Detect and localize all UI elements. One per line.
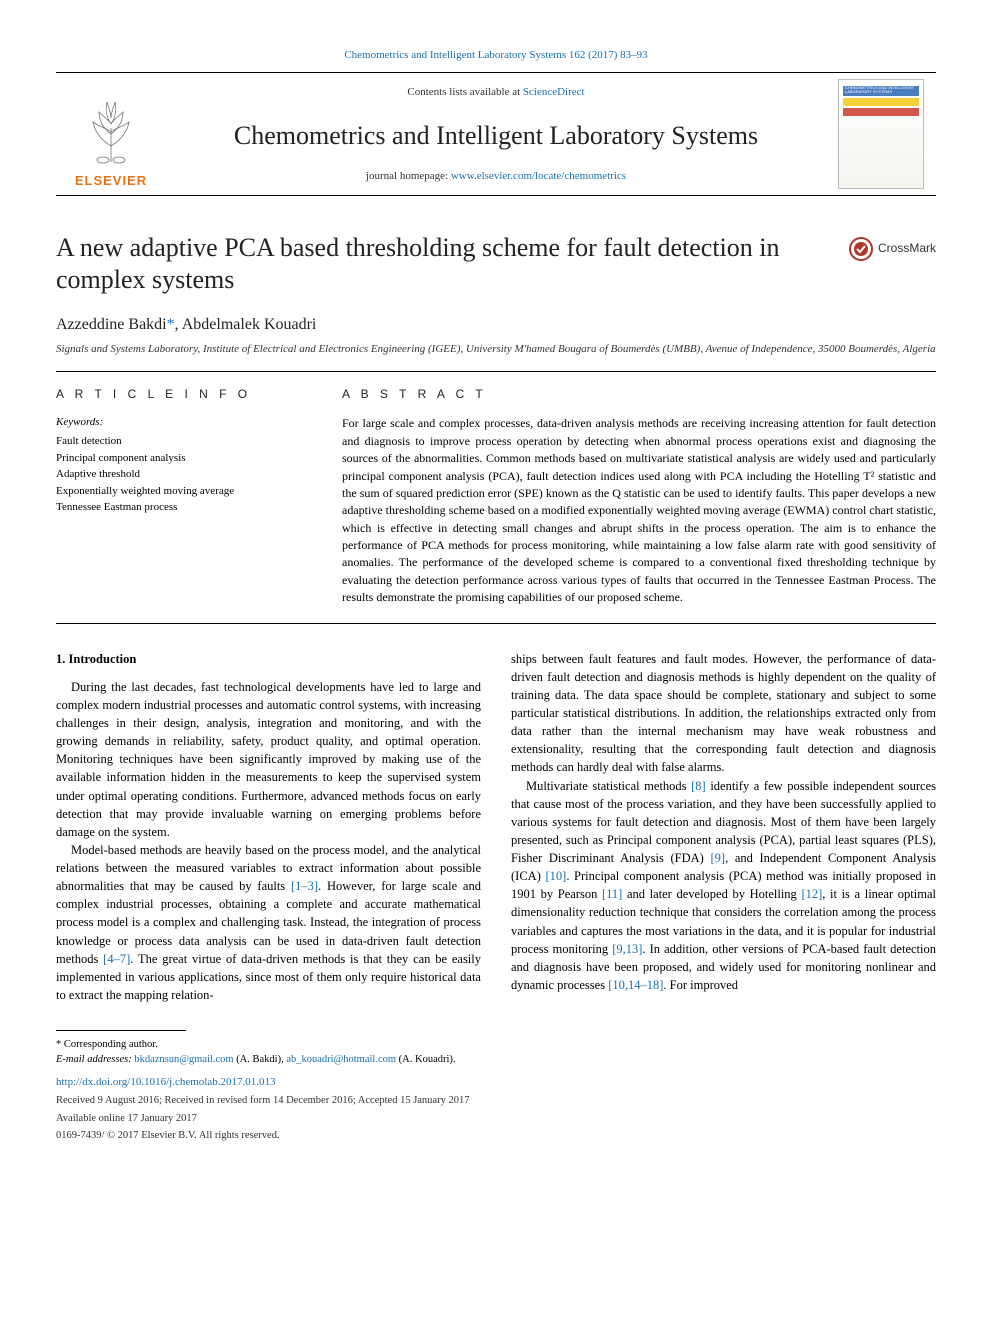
journal-title: Chemometrics and Intelligent Laboratory … [174, 117, 818, 155]
body-col-right: ships between fault features and fault m… [511, 650, 936, 1004]
keyword: Exponentially weighted moving average [56, 483, 306, 500]
email-label: E-mail addresses: [56, 1054, 134, 1065]
crossmark-label: CrossMark [878, 240, 936, 257]
email-link[interactable]: bkdaznsun@gmail.com [134, 1054, 233, 1065]
cover-text: CHEMOMETRICS AND INTELLIGENT LABORATORY … [845, 86, 917, 95]
running-header: Chemometrics and Intelligent Laboratory … [56, 48, 936, 64]
email-link[interactable]: ab_kouadri@hotmail.com [286, 1054, 396, 1065]
citation-link[interactable]: [12] [801, 887, 822, 901]
cover-cell: CHEMOMETRICS AND INTELLIGENT LABORATORY … [826, 73, 936, 195]
abstract-label: A B S T R A C T [342, 386, 936, 403]
footnote-rule [56, 1030, 186, 1031]
article-info-label: A R T I C L E I N F O [56, 386, 306, 403]
paragraph: During the last decades, fast technologi… [56, 678, 481, 841]
journal-cover-thumb: CHEMOMETRICS AND INTELLIGENT LABORATORY … [838, 79, 924, 189]
available-line: Available online 17 January 2017 [56, 1111, 936, 1126]
contents-prefix: Contents lists available at [407, 86, 522, 98]
section-heading: 1. Introduction [56, 650, 481, 668]
citation-link[interactable]: [11] [602, 887, 622, 901]
keyword: Adaptive threshold [56, 466, 306, 483]
publisher-name: ELSEVIER [75, 172, 147, 191]
rule-bottom [56, 623, 936, 624]
keyword: Principal component analysis [56, 450, 306, 467]
abstract-text: For large scale and complex processes, d… [342, 415, 936, 606]
footnotes: * Corresponding author. E-mail addresses… [56, 1037, 936, 1067]
author-1: Azzeddine Bakdi [56, 316, 167, 333]
citation-link[interactable]: [9,13] [612, 942, 642, 956]
body-col-left: 1. Introduction During the last decades,… [56, 650, 481, 1004]
email-line: E-mail addresses: bkdaznsun@gmail.com (A… [56, 1052, 936, 1067]
email-who: (A. Kouadri). [396, 1054, 455, 1065]
text-run: Multivariate statistical methods [526, 779, 691, 793]
citation-link[interactable]: [4–7] [103, 952, 130, 966]
copyright-line: 0169-7439/ © 2017 Elsevier B.V. All righ… [56, 1128, 936, 1143]
homepage-link[interactable]: www.elsevier.com/locate/chemometrics [451, 170, 626, 182]
keywords-heading: Keywords: [56, 415, 306, 431]
text-run: . For improved [663, 978, 738, 992]
running-header-link[interactable]: Chemometrics and Intelligent Laboratory … [344, 49, 647, 61]
paragraph: Multivariate statistical methods [8] ide… [511, 777, 936, 995]
body-columns: 1. Introduction During the last decades,… [56, 650, 936, 1004]
email-who: (A. Bakdi), [234, 1054, 287, 1065]
text-run: and later developed by Hotelling [622, 887, 801, 901]
article-title: A new adaptive PCA based thresholding sc… [56, 232, 826, 297]
corresponding-mark[interactable]: * [167, 316, 175, 333]
citation-link[interactable]: [8] [691, 779, 706, 793]
journal-info: Contents lists available at ScienceDirec… [166, 73, 826, 195]
doi-link[interactable]: http://dx.doi.org/10.1016/j.chemolab.201… [56, 1075, 936, 1091]
author-sep: , [175, 316, 182, 333]
keyword: Fault detection [56, 433, 306, 450]
affiliation: Signals and Systems Laboratory, Institut… [56, 342, 936, 357]
rule-top [56, 371, 936, 372]
homepage-prefix: journal homepage: [366, 170, 451, 182]
contents-line: Contents lists available at ScienceDirec… [174, 85, 818, 101]
paragraph: ships between fault features and fault m… [511, 650, 936, 777]
journal-header: ELSEVIER Contents lists available at Sci… [56, 72, 936, 196]
paragraph: Model-based methods are heavily based on… [56, 841, 481, 1004]
crossmark-badge[interactable]: CrossMark [826, 236, 936, 262]
publisher-logo-cell: ELSEVIER [56, 73, 166, 195]
authors: Azzeddine Bakdi*, Abdelmalek Kouadri [56, 313, 936, 336]
history-line: Received 9 August 2016; Received in revi… [56, 1093, 936, 1108]
elsevier-tree-icon [71, 88, 151, 168]
sciencedirect-link[interactable]: ScienceDirect [523, 86, 585, 98]
homepage-line: journal homepage: www.elsevier.com/locat… [174, 169, 818, 185]
citation-link[interactable]: [10] [545, 869, 566, 883]
citation-link[interactable]: [9] [710, 851, 725, 865]
crossmark-icon [848, 236, 874, 262]
corresponding-author-note: * Corresponding author. [56, 1037, 936, 1052]
abstract-column: A B S T R A C T For large scale and comp… [342, 386, 936, 607]
author-2: Abdelmalek Kouadri [182, 316, 317, 333]
article-info-column: A R T I C L E I N F O Keywords: Fault de… [56, 386, 306, 607]
citation-link[interactable]: [10,14–18] [608, 978, 663, 992]
citation-link[interactable]: [1–3] [291, 879, 318, 893]
keyword: Tennessee Eastman process [56, 499, 306, 516]
